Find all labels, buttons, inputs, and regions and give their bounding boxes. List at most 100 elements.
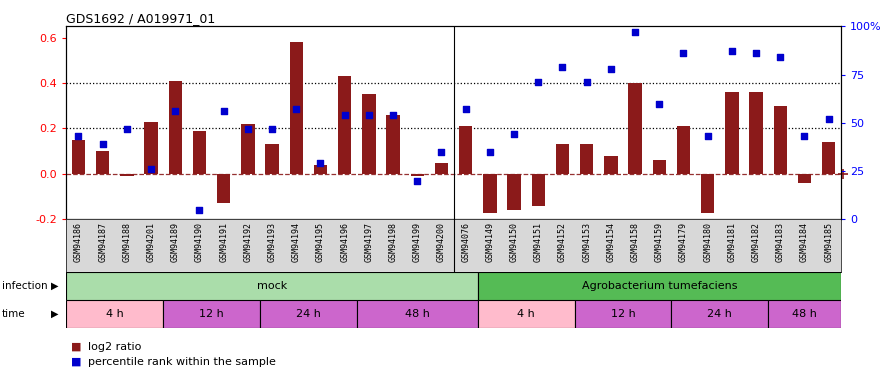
Point	[217, 108, 231, 114]
Text: 4 h: 4 h	[518, 309, 535, 319]
Bar	[411, 174, 424, 176]
Text: 12 h: 12 h	[611, 309, 635, 319]
Bar	[387, 115, 400, 174]
Text: ▶: ▶	[51, 281, 58, 291]
Point	[773, 54, 788, 60]
Text: GDS1692 / A019971_01: GDS1692 / A019971_01	[66, 12, 216, 25]
Text: GSM94200: GSM94200	[437, 222, 446, 262]
Text: GSM94158: GSM94158	[630, 222, 640, 262]
Bar	[66, 272, 478, 300]
Bar	[768, 300, 841, 328]
Point	[72, 134, 86, 140]
Text: GSM94198: GSM94198	[389, 222, 397, 262]
Point	[144, 166, 158, 172]
Bar	[604, 156, 618, 174]
Text: infection: infection	[2, 281, 48, 291]
Point	[556, 64, 570, 70]
Bar	[163, 300, 260, 328]
Text: GSM94159: GSM94159	[655, 222, 664, 262]
Bar	[483, 174, 496, 213]
Point	[313, 160, 327, 166]
Text: 24 h: 24 h	[296, 309, 320, 319]
Bar	[435, 163, 448, 174]
Text: GSM94149: GSM94149	[485, 222, 495, 262]
Bar	[701, 174, 714, 213]
Point	[241, 126, 255, 132]
Point	[701, 134, 715, 140]
Text: GSM94151: GSM94151	[534, 222, 543, 262]
Text: mock: mock	[257, 281, 288, 291]
Text: ■: ■	[71, 342, 81, 352]
Bar	[72, 140, 85, 174]
Point	[725, 48, 739, 54]
Text: GSM94182: GSM94182	[751, 222, 760, 262]
Text: GSM94197: GSM94197	[365, 222, 373, 262]
Point	[458, 106, 473, 112]
Text: GSM94189: GSM94189	[171, 222, 180, 262]
Point	[265, 126, 279, 132]
Text: GSM94179: GSM94179	[679, 222, 688, 262]
Text: ■: ■	[71, 357, 81, 367]
Point	[531, 79, 545, 85]
Bar	[672, 300, 768, 328]
Point	[192, 207, 206, 213]
Text: GSM94186: GSM94186	[74, 222, 83, 262]
Text: log2 ratio: log2 ratio	[88, 342, 142, 352]
Text: GSM94201: GSM94201	[147, 222, 156, 262]
Text: time: time	[2, 309, 26, 319]
Bar	[507, 174, 520, 210]
Bar	[169, 81, 182, 174]
Bar	[120, 174, 134, 176]
Text: GSM94190: GSM94190	[195, 222, 204, 262]
Bar	[580, 144, 593, 174]
Text: GSM94191: GSM94191	[219, 222, 228, 262]
Bar	[338, 76, 351, 174]
Bar	[66, 300, 163, 328]
Text: GSM94195: GSM94195	[316, 222, 325, 262]
Bar	[362, 94, 375, 174]
Text: GSM94184: GSM94184	[800, 222, 809, 262]
Point	[821, 116, 835, 122]
Bar	[314, 165, 327, 174]
Bar	[574, 300, 672, 328]
Point	[797, 134, 812, 140]
Bar	[677, 126, 690, 174]
Bar	[478, 272, 841, 300]
Bar	[357, 300, 478, 328]
Point	[676, 50, 690, 56]
Text: GSM94193: GSM94193	[267, 222, 277, 262]
Bar	[556, 144, 569, 174]
Bar	[797, 174, 812, 183]
Text: ▶: ▶	[51, 309, 58, 319]
Text: GSM94152: GSM94152	[558, 222, 567, 262]
Text: 12 h: 12 h	[199, 309, 224, 319]
Text: GSM94153: GSM94153	[582, 222, 591, 262]
Point	[119, 126, 134, 132]
Bar	[266, 144, 279, 174]
Text: 24 h: 24 h	[707, 309, 732, 319]
Bar	[260, 300, 357, 328]
Text: GSM94187: GSM94187	[98, 222, 107, 262]
Point	[580, 79, 594, 85]
Point	[386, 112, 400, 118]
Point	[337, 112, 351, 118]
Point	[362, 112, 376, 118]
Text: GSM94194: GSM94194	[292, 222, 301, 262]
Point	[652, 100, 666, 106]
Text: GSM94185: GSM94185	[824, 222, 833, 262]
Point	[604, 66, 618, 72]
Bar	[193, 131, 206, 174]
Bar	[242, 124, 255, 174]
Bar	[628, 83, 642, 174]
Text: GSM94188: GSM94188	[122, 222, 131, 262]
Bar	[96, 151, 110, 174]
Point	[628, 29, 643, 35]
Bar	[459, 126, 473, 174]
Text: GSM94150: GSM94150	[510, 222, 519, 262]
Point	[410, 178, 424, 184]
Text: 4 h: 4 h	[106, 309, 124, 319]
Point	[483, 149, 497, 155]
Bar	[532, 174, 545, 206]
Text: GSM94199: GSM94199	[412, 222, 422, 262]
Point	[168, 108, 182, 114]
